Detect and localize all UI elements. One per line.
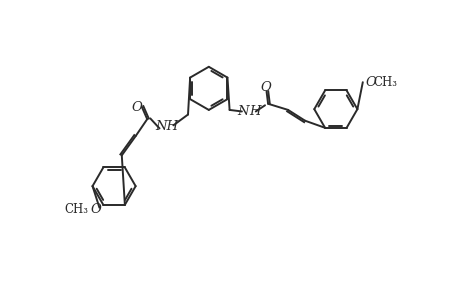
Text: NH: NH [155,120,178,134]
Text: O: O [91,203,101,216]
Text: O: O [260,81,271,94]
Text: CH₃: CH₃ [373,76,397,89]
Text: N: N [237,105,248,118]
Text: O: O [364,76,375,89]
Text: H: H [249,105,261,118]
Text: O: O [131,101,142,114]
Text: CH₃: CH₃ [64,203,88,216]
